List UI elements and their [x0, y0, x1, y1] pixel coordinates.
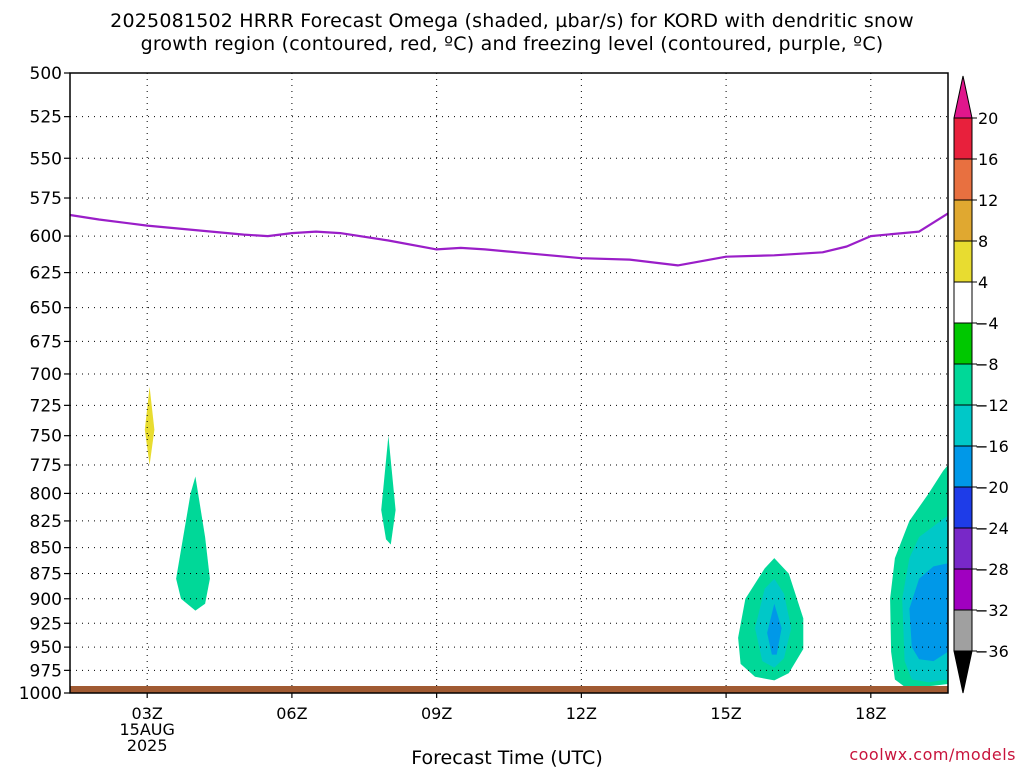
colorbar-swatch	[953, 445, 973, 488]
omega-region-11	[767, 603, 782, 655]
y-tick-label: 575	[30, 189, 62, 209]
y-tick-label: 825	[30, 512, 62, 532]
chart-title-line-2: growth region (contoured, red, ºC) and f…	[140, 33, 884, 55]
site-credit: coolwx.com/models	[849, 745, 1016, 764]
grid-layer	[70, 73, 948, 693]
colorbar-label: −24	[975, 519, 1009, 538]
y-tick-label: 1000	[19, 684, 62, 704]
y-tick-label: 625	[30, 264, 62, 284]
y-tick-label: 875	[30, 565, 62, 585]
colorbar-swatch	[953, 527, 973, 570]
colorbar-label: −28	[975, 560, 1009, 579]
plot-frame	[69, 72, 949, 694]
colorbar-label: 8	[978, 232, 988, 251]
y-tick-label: 525	[30, 108, 62, 128]
x-tick-label: 12Z	[566, 704, 597, 723]
omega-region-2	[243, 262, 341, 543]
colorbar-swatch	[953, 281, 973, 324]
omega-region-3	[429, 202, 500, 402]
omega-region-4	[919, 236, 948, 338]
y-tick-label: 750	[30, 427, 62, 447]
colorbar-label: 12	[978, 191, 998, 210]
y-tick-label: 850	[30, 539, 62, 559]
colorbar-swatch	[953, 363, 973, 406]
colorbar-swatch	[953, 404, 973, 447]
colorbar-swatch	[953, 322, 973, 365]
omega-region-7	[176, 476, 210, 611]
omega-region-5	[711, 570, 736, 617]
x-tick-date-label: 2025	[127, 736, 168, 755]
colorbar-top-cap	[953, 75, 973, 119]
y-tick-label: 950	[30, 638, 62, 658]
x-tick-label: 18Z	[855, 704, 886, 723]
colorbar-swatch	[953, 486, 973, 529]
x-axis-title: Forecast Time (UTC)	[411, 747, 602, 768]
x-tick-label: 09Z	[421, 704, 452, 723]
colorbar-swatch	[953, 199, 973, 242]
colorbar-label: 16	[978, 150, 998, 169]
colorbar-label: −20	[975, 478, 1009, 497]
colorbar-swatch	[953, 609, 973, 652]
colorbar-label: −36	[975, 642, 1009, 661]
chart-title-line-1: 2025081502 HRRR Forecast Omega (shaded, …	[110, 10, 914, 32]
y-tick-label: 600	[30, 227, 62, 247]
y-tick-label: 725	[30, 396, 62, 416]
omega-region-0	[123, 332, 167, 527]
ground-surface-bar	[70, 686, 948, 693]
colorbar-label: −4	[975, 314, 999, 333]
colorbar-swatch	[953, 117, 973, 160]
colorbar-swatch	[953, 158, 973, 201]
y-tick-label: 975	[30, 661, 62, 681]
y-tick-label: 700	[30, 365, 62, 385]
freezing-level-line	[69, 212, 949, 267]
omega-region-8	[381, 435, 396, 545]
colorbar-label: −32	[975, 601, 1009, 620]
colorbar-label: −12	[975, 396, 1009, 415]
y-tick-label: 775	[30, 456, 62, 476]
x-tick-label: 03Z	[132, 704, 163, 723]
colorbar-swatch	[953, 240, 973, 283]
x-tick-date-label: 15AUG	[119, 720, 174, 739]
colorbar-label: 4	[978, 273, 988, 292]
y-tick-label: 675	[30, 332, 62, 352]
omega-shading-layer	[123, 202, 948, 687]
y-tick-label: 650	[30, 299, 62, 319]
omega-region-14	[909, 563, 948, 662]
colorbar-bottom-cap	[953, 650, 973, 694]
x-tick-label: 15Z	[710, 704, 741, 723]
omega-region-6	[851, 586, 876, 663]
y-tick-label: 500	[30, 64, 62, 84]
y-tick-label: 800	[30, 484, 62, 504]
y-tick-label: 925	[30, 614, 62, 634]
freezing-level-layer	[69, 212, 949, 267]
colorbar-label: −16	[975, 437, 1009, 456]
colorbar-label: −8	[975, 355, 999, 374]
y-tick-label: 900	[30, 590, 62, 610]
colorbar-legend: 20 16 12 8 4 −4 −8 −12 −16 −20 −24 −28 −32 −36	[953, 75, 1009, 694]
colorbar-label: 20	[978, 109, 998, 128]
colorbar-swatch	[953, 568, 973, 611]
x-tick-label: 06Z	[276, 704, 307, 723]
y-axis: 500 525 550 575 600 625 650 675 700 725 750 775 800 8…	[19, 64, 70, 704]
y-tick-label: 550	[30, 149, 62, 169]
